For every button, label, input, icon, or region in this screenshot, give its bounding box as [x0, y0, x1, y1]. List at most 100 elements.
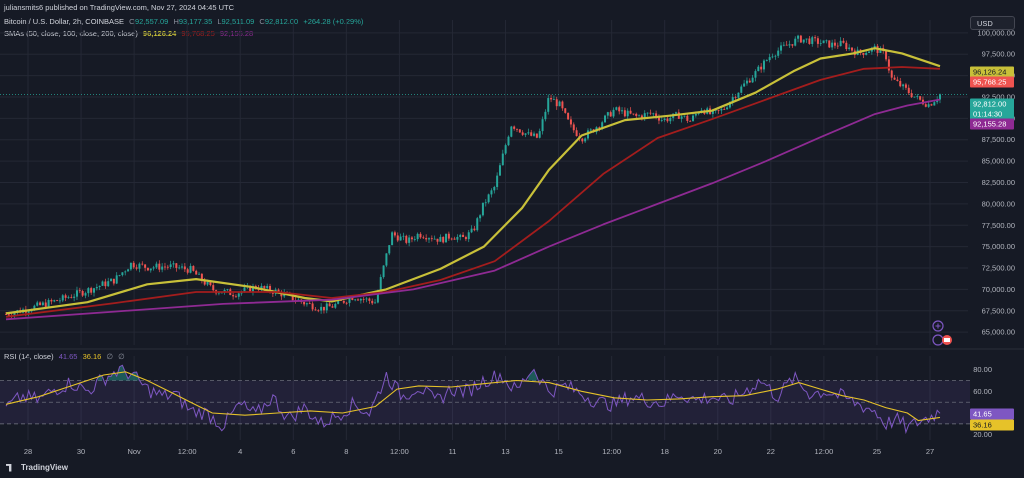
open-label: O: [129, 17, 135, 26]
candle-body: [402, 235, 405, 237]
candle-body: [251, 286, 254, 292]
candle-body: [98, 285, 101, 288]
candle-body: [567, 112, 570, 120]
x-tick-label: 18: [661, 447, 669, 456]
candle-body: [646, 112, 649, 114]
candle-body: [203, 280, 206, 285]
hidden-icon[interactable]: ∅: [106, 352, 113, 361]
x-tick-label: 25: [873, 447, 881, 456]
candle-body: [904, 84, 907, 88]
hidden-icon-2[interactable]: ∅: [118, 352, 125, 361]
candle-body: [842, 40, 845, 43]
candle-body: [320, 306, 323, 311]
x-tick-label: 15: [554, 447, 562, 456]
candle-body: [828, 40, 831, 48]
candle-body: [337, 300, 340, 304]
candle-body: [470, 228, 473, 233]
candle-body: [459, 234, 462, 237]
candle-body: [436, 238, 439, 242]
candle-body: [885, 50, 888, 60]
candle-body: [558, 101, 561, 107]
candle-body: [476, 218, 479, 231]
last-price-tag-bg: [970, 98, 1014, 110]
candle-body: [121, 272, 124, 276]
y-tick-label: 87,500.00: [982, 135, 1015, 144]
candle-body: [328, 303, 331, 307]
candle-body: [802, 39, 805, 43]
add-alert-icon[interactable]: [932, 320, 944, 332]
candle-body: [382, 265, 385, 278]
countdown-tag-bg: [970, 108, 1014, 120]
currency-button[interactable]: USD: [970, 16, 1015, 30]
candle-body: [303, 301, 306, 305]
candle-body: [393, 232, 396, 236]
candle-body: [728, 101, 731, 108]
candle-body: [161, 266, 164, 270]
x-tick-label: 22: [767, 447, 775, 456]
candle-body: [939, 94, 941, 100]
candle-body: [626, 110, 629, 117]
sma50-price-tag-bg: [970, 66, 1014, 78]
candle-body: [510, 126, 513, 137]
candle-body: [615, 107, 618, 110]
candle-body: [388, 245, 391, 254]
candle-body: [518, 129, 521, 133]
candle-body: [862, 53, 865, 55]
candle-body: [158, 263, 161, 270]
candle-body: [720, 109, 723, 111]
rsi-value-tag: 41.65: [973, 410, 992, 419]
candle-body: [686, 115, 689, 121]
candle-body: [234, 296, 237, 298]
candle-body: [87, 288, 90, 294]
candle-body: [640, 115, 643, 119]
candle-body: [757, 66, 760, 72]
candle-body: [604, 115, 607, 123]
candle-body: [220, 292, 223, 294]
candle-body: [652, 113, 655, 115]
candle-body: [166, 266, 169, 268]
rsi-ma-line: [5, 371, 941, 422]
candle-body: [75, 290, 78, 297]
candle-body: [368, 298, 371, 301]
candle-body: [868, 51, 871, 53]
candle-body: [530, 132, 533, 136]
publisher-line: juliansmits6 published on TradingView.co…: [4, 3, 234, 12]
candle-body: [462, 234, 465, 238]
y-tick-label: 92,500.00: [982, 92, 1015, 101]
candle-body: [13, 312, 16, 317]
candle-body: [115, 275, 118, 284]
candle-body: [788, 44, 791, 46]
candle-body: [768, 57, 771, 61]
sma100-legend-value: 95,768.25: [181, 29, 215, 38]
y-tick-label: 100,000.00: [977, 28, 1015, 37]
candle-body: [797, 35, 800, 39]
candle-body: [456, 236, 459, 240]
y-tick-label: 77,500.00: [982, 221, 1015, 230]
candle-body: [183, 266, 186, 270]
candle-body: [317, 310, 320, 312]
event-icon[interactable]: [932, 334, 944, 346]
low-label: L: [217, 17, 222, 26]
candle-body: [331, 306, 334, 308]
candle-body: [663, 118, 666, 121]
candle-body: [61, 295, 64, 301]
candle-body: [129, 262, 132, 270]
candle-body: [689, 120, 692, 122]
candle-body: [697, 112, 700, 114]
candle-body: [192, 265, 195, 271]
candle-body: [501, 153, 504, 166]
candle-body: [666, 118, 669, 122]
x-tick-label: 30: [77, 447, 85, 456]
candle-body: [538, 131, 541, 138]
candle-body: [132, 262, 135, 268]
candle-body: [723, 109, 726, 110]
candle-body: [692, 115, 695, 121]
tradingview-logo: TradingView: [6, 463, 68, 472]
candle-body: [657, 117, 660, 121]
x-tick-label: 28: [24, 447, 32, 456]
candle-body: [7, 314, 10, 316]
candle-body: [447, 233, 450, 239]
candle-body: [913, 96, 916, 98]
candle-body: [362, 298, 365, 300]
